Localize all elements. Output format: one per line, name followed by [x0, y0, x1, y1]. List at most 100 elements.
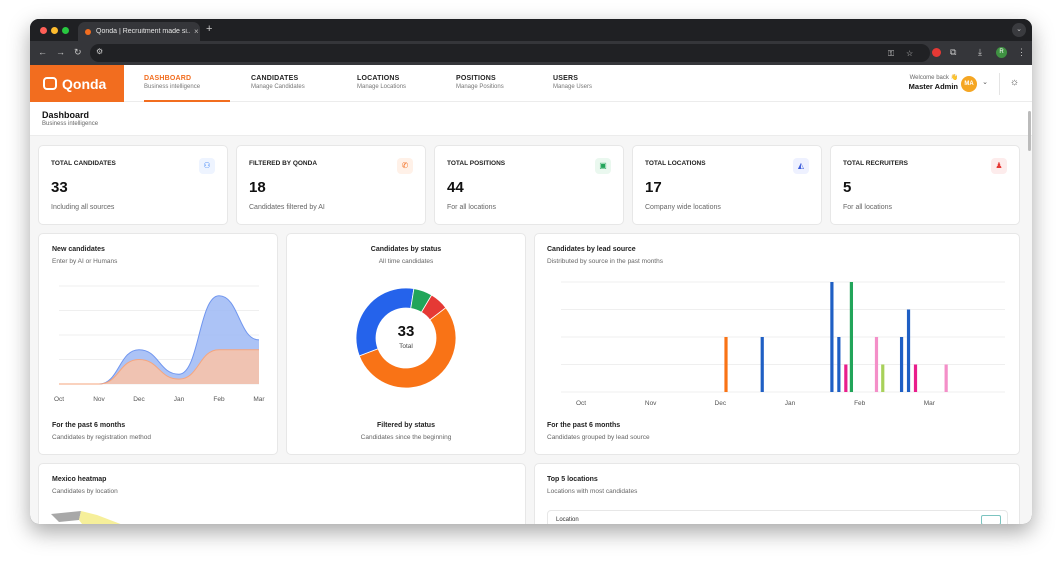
- brand-logo[interactable]: Qonda: [30, 65, 124, 102]
- stat-value: 5: [843, 179, 852, 196]
- x-tick-label: Jan: [174, 396, 185, 403]
- stat-value: 44: [447, 179, 464, 196]
- new-candidates-card: New candidates Enter by AI or Humans Oct…: [38, 233, 278, 455]
- card-footer-subtitle: Candidates by registration method: [52, 434, 152, 441]
- menu-candidates-label: CANDIDATES: [251, 75, 299, 82]
- map-icon: ◭: [793, 158, 809, 174]
- page-title: Dashboard: [42, 110, 90, 120]
- browser-tab[interactable]: Qonda | Recruitment made si... ×: [78, 22, 200, 41]
- bookmark-star-icon[interactable]: ☆: [906, 49, 914, 58]
- briefcase-icon: ▣: [595, 158, 611, 174]
- donut-center-label: Total: [399, 343, 413, 350]
- theme-toggle-icon[interactable]: ☼: [1009, 77, 1019, 88]
- stat-label: TOTAL POSITIONS: [447, 160, 506, 167]
- browser-menu-icon[interactable]: ⋮: [1017, 47, 1026, 57]
- bar-10[interactable]: [913, 364, 918, 393]
- bar-4[interactable]: [844, 364, 848, 393]
- bar-5[interactable]: [849, 282, 854, 392]
- top-locations-card: Top 5 locations Locations with most cand…: [534, 463, 1020, 524]
- user-avatar[interactable]: MA: [961, 76, 977, 92]
- menu-users-sub: Manage Users: [553, 84, 593, 90]
- bar-9[interactable]: [906, 309, 911, 393]
- browser-toolbar: ← → ↻ ⚙ ⚿ ☆ ⧉ ⤓ R ⋮: [30, 41, 1032, 65]
- stat-label: TOTAL LOCATIONS: [645, 160, 706, 167]
- stat-card-total-recruiters: TOTAL RECRUITERS 5 For all locations ♟: [830, 145, 1020, 225]
- download-icon[interactable]: ⤓: [978, 47, 982, 57]
- menu-positions-sub: Manage Positions: [456, 84, 504, 90]
- maximize-window-button[interactable]: [62, 27, 69, 34]
- card-footer-title: Filtered by status: [377, 422, 435, 429]
- area-series-1[interactable]: [59, 349, 259, 384]
- x-tick-label: Dec: [133, 396, 145, 403]
- stat-value: 33: [51, 179, 68, 196]
- welcome-text: Welcome back 👋: [909, 75, 958, 81]
- lead-source-bar-chart: Oct Nov Dec Jan Feb Mar: [561, 281, 1005, 407]
- menu-positions[interactable]: POSITIONS Manage Positions: [456, 75, 504, 102]
- brand-name: Qonda: [62, 75, 107, 92]
- card-subtitle: Distributed by source in the past months: [547, 258, 663, 265]
- address-bar[interactable]: ⚙ ⚿ ☆: [90, 44, 930, 62]
- stat-label: FILTERED BY QONDA: [249, 160, 318, 167]
- tab-close-icon[interactable]: ×: [194, 27, 199, 36]
- table-action-button[interactable]: [981, 515, 1001, 524]
- minimize-window-button[interactable]: [51, 27, 58, 34]
- x-tick-label: Feb: [213, 396, 225, 403]
- users-icon: ⚇: [199, 158, 215, 174]
- bar-7[interactable]: [881, 364, 885, 393]
- donut-slice-0[interactable]: [358, 307, 457, 389]
- header-divider: [999, 73, 1000, 95]
- card-footer-subtitle: Candidates since the beginning: [360, 434, 452, 441]
- extensions-puzzle-icon[interactable]: ⧉: [950, 47, 957, 57]
- page-viewport: Qonda DASHBOARD Business intelligence CA…: [30, 65, 1032, 524]
- profile-avatar[interactable]: R: [996, 47, 1007, 58]
- bar-1[interactable]: [760, 337, 764, 392]
- extension-icon[interactable]: [932, 48, 941, 57]
- stat-value: 17: [645, 179, 662, 196]
- card-title: Top 5 locations: [547, 476, 598, 483]
- menu-candidates-sub: Manage Candidates: [251, 84, 305, 90]
- bar-3[interactable]: [837, 337, 841, 392]
- menu-candidates[interactable]: CANDIDATES Manage Candidates: [251, 75, 305, 102]
- card-title: Candidates by lead source: [547, 246, 636, 253]
- page-heading: Dashboard Business intelligence: [42, 110, 98, 127]
- bar-6[interactable]: [874, 337, 879, 392]
- card-footer-subtitle: Candidates grouped by lead source: [547, 434, 650, 441]
- tab-title: Qonda | Recruitment made si...: [96, 28, 190, 35]
- new-tab-button[interactable]: +: [206, 23, 213, 35]
- page-scrollbar[interactable]: [1028, 111, 1031, 151]
- map-region[interactable]: [51, 511, 81, 522]
- password-key-icon[interactable]: ⚿: [888, 49, 895, 58]
- qonda-favicon-icon: [85, 28, 91, 35]
- bar-2[interactable]: [830, 282, 834, 392]
- donut-slice-3[interactable]: [420, 294, 447, 321]
- menu-locations[interactable]: LOCATIONS Manage Locations: [357, 75, 406, 102]
- menu-users[interactable]: USERS Manage Users: [553, 75, 592, 102]
- app-header: Qonda DASHBOARD Business intelligence CA…: [30, 65, 1032, 102]
- bar-11[interactable]: [944, 364, 948, 393]
- card-title: Mexico heatmap: [52, 476, 107, 483]
- stat-card-filtered-by-qonda: FILTERED BY QONDA 18 Candidates filtered…: [236, 145, 426, 225]
- menu-dashboard[interactable]: DASHBOARD Business intelligence: [144, 75, 230, 102]
- card-title: Candidates by status: [370, 246, 442, 253]
- tab-search-chevron-icon[interactable]: ⌄: [1012, 23, 1026, 37]
- bar-0[interactable]: [724, 337, 728, 392]
- back-button[interactable]: ←: [38, 47, 47, 57]
- stat-sub: For all locations: [447, 204, 497, 211]
- recruiter-icon: ♟: [991, 158, 1007, 174]
- map-region-highlight[interactable]: [79, 511, 131, 524]
- stat-sub: Company wide locations: [645, 204, 721, 211]
- locations-table: Location: [547, 510, 1008, 524]
- site-settings-icon[interactable]: ⚙: [96, 47, 104, 56]
- card-footer-title: For the past 6 months: [547, 422, 621, 429]
- close-window-button[interactable]: [40, 27, 47, 34]
- bar-8[interactable]: [899, 337, 904, 392]
- user-menu-chevron-icon[interactable]: ⌄: [982, 79, 988, 86]
- qonda-logo-icon: [43, 77, 57, 90]
- forward-button[interactable]: →: [56, 47, 65, 57]
- status-card: Candidates by status All time candidates…: [286, 233, 526, 455]
- mexico-map[interactable]: [51, 508, 171, 524]
- browser-window: Qonda | Recruitment made si... × + ⌄ ← →…: [30, 19, 1032, 524]
- card-title: New candidates: [52, 246, 105, 253]
- stat-card-total-locations: TOTAL LOCATIONS 17 Company wide location…: [632, 145, 822, 225]
- reload-button[interactable]: ↻: [74, 47, 82, 57]
